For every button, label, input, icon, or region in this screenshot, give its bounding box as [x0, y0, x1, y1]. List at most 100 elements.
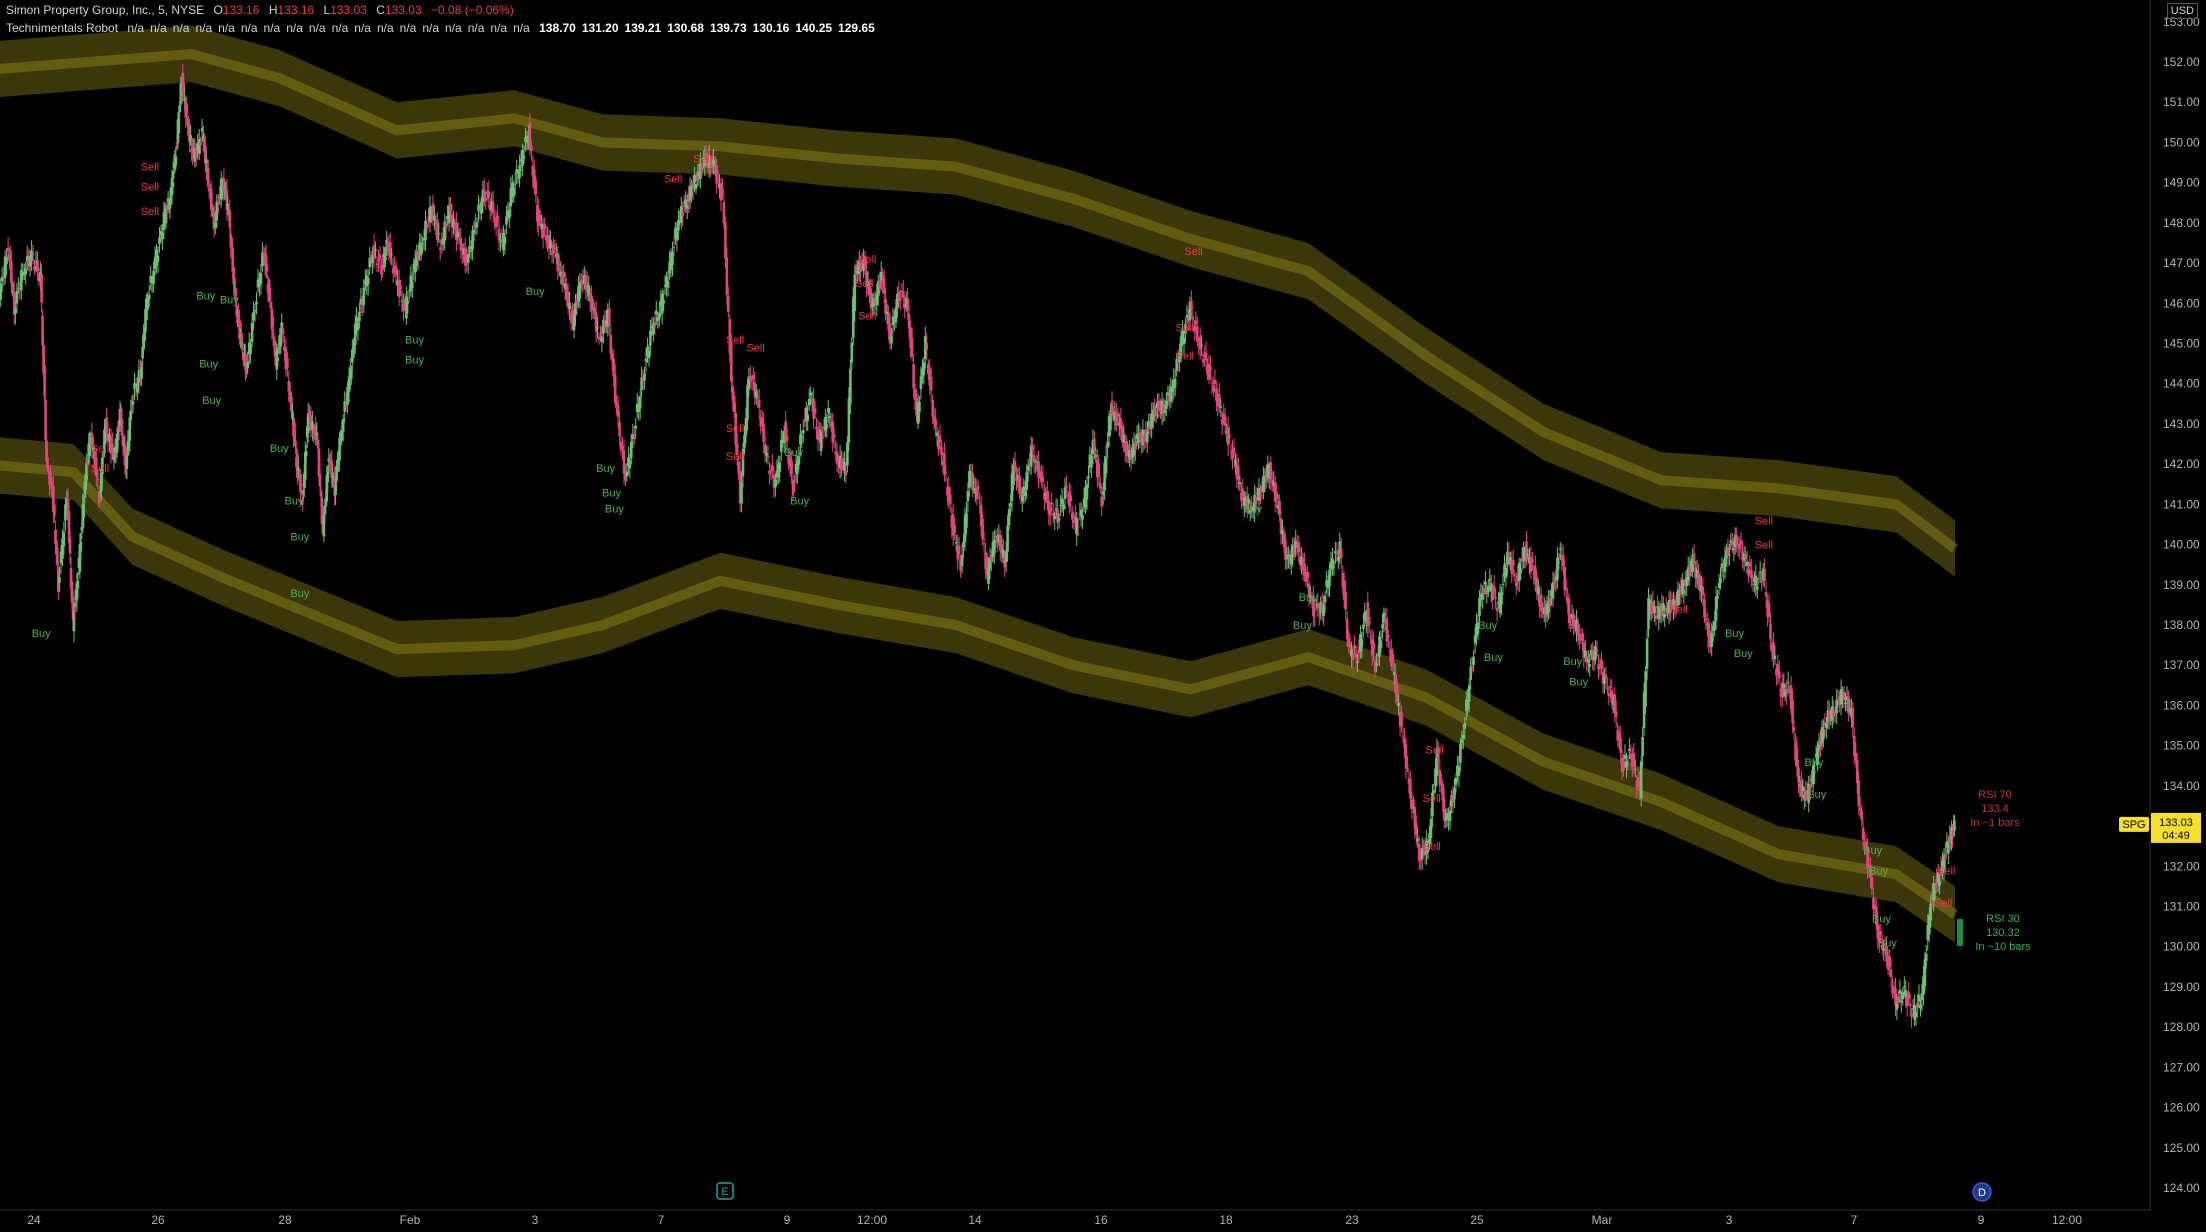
candle-body: [1466, 699, 1469, 710]
candle-body: [1476, 622, 1480, 635]
candle-body: [1864, 841, 1868, 847]
candle-body: [115, 433, 119, 453]
price-tick-label: 141.00: [2163, 497, 2200, 511]
candle-body: [368, 257, 371, 268]
candle-body: [1353, 646, 1356, 649]
price-tick-label: 136.00: [2163, 698, 2200, 712]
candle-body: [1159, 409, 1162, 412]
candle-body: [1056, 509, 1059, 523]
candle-body: [271, 316, 275, 327]
candle-body: [875, 294, 879, 306]
candle-body: [1473, 635, 1477, 644]
candle-body: [1268, 472, 1271, 479]
candle-body: [824, 417, 827, 432]
candle-body: [640, 377, 643, 391]
candle-body: [1495, 608, 1499, 612]
candle-body: [346, 386, 349, 405]
candle-body: [784, 421, 787, 441]
price-axis[interactable]: 153.00152.00151.00150.00149.00148.00147.…: [2149, 0, 2200, 1210]
candle-body: [1588, 664, 1591, 667]
candle-body: [133, 383, 136, 390]
candle-body: [737, 461, 740, 474]
candle-body: [1331, 558, 1334, 570]
sell-signal-label: Sell: [91, 443, 109, 455]
candle-body: [622, 450, 626, 474]
candle-body: [1370, 639, 1374, 656]
candle-body: [1143, 436, 1146, 442]
candle-body: [1869, 864, 1872, 879]
candle-body: [431, 203, 435, 221]
candle-body: [987, 567, 990, 584]
candle-body: [1103, 462, 1106, 491]
candle-body: [960, 555, 964, 566]
candle-body: [1234, 459, 1237, 468]
candle-body: [1169, 386, 1173, 402]
candle-body: [1848, 708, 1852, 710]
candle-body: [1003, 556, 1006, 568]
candle-body: [1357, 650, 1361, 654]
candle-body: [1454, 778, 1458, 785]
candle-body: [1535, 577, 1539, 593]
candle-body: [1625, 761, 1628, 768]
indicator-name[interactable]: Technimentals Robot: [6, 21, 119, 35]
candle-body: [80, 526, 84, 531]
sell-signal-label: Sell: [855, 278, 873, 290]
candle-body: [1310, 596, 1314, 599]
candle-body: [338, 437, 341, 461]
candle-body: [868, 285, 871, 296]
indicator-value: 129.65: [838, 21, 875, 35]
candle-body: [1636, 776, 1640, 783]
candle-body: [1442, 798, 1446, 820]
candle-body: [387, 245, 391, 253]
candle-body: [859, 261, 862, 273]
candle-body: [816, 430, 820, 441]
candle-body: [1581, 633, 1584, 641]
candle-body: [1645, 639, 1649, 669]
candle-body: [1880, 944, 1884, 950]
currency-label[interactable]: USD: [2166, 3, 2198, 19]
time-axis[interactable]: 24 26 28 Feb 3 7 9 12:00 14 16 18 23 25 Mar 3 7 9 12:00: [0, 1209, 2150, 1227]
candle-body: [1922, 976, 1925, 996]
candle-body: [1689, 560, 1693, 567]
last-price-box: [2151, 812, 2201, 843]
candle-body: [1651, 601, 1655, 608]
candle-body: [1953, 820, 1956, 831]
candle-body: [1166, 392, 1170, 395]
candle-body: [962, 541, 965, 547]
price-tick-label: 135.00: [2163, 739, 2200, 753]
candle-body: [1686, 567, 1690, 581]
candle-body: [468, 246, 471, 250]
candle-body: [1747, 569, 1750, 576]
candle-body: [1823, 722, 1827, 726]
candle-body: [1425, 840, 1428, 855]
candle-body: [306, 413, 310, 434]
candle-body: [1842, 691, 1846, 700]
candle-body: [304, 452, 307, 480]
candle-body: [909, 327, 912, 348]
candle-body: [96, 479, 100, 480]
candle-body: [111, 443, 114, 455]
candle-body: [436, 219, 439, 241]
candle-body: [1679, 585, 1683, 595]
candle-body: [296, 453, 299, 474]
candle-body: [549, 239, 552, 248]
candle-body: [1489, 583, 1493, 592]
candle-body: [440, 240, 443, 244]
candle-body: [1803, 794, 1806, 799]
candle-body: [1878, 933, 1881, 943]
candle-body: [1491, 590, 1494, 600]
candle-body: [1363, 611, 1367, 620]
candle-body: [1259, 495, 1262, 497]
candle-body: [450, 214, 454, 228]
candle-body: [685, 205, 689, 209]
candle-body: [1935, 879, 1938, 884]
candle-body: [1717, 583, 1721, 588]
candle-body: [165, 212, 169, 214]
candle-body: [59, 551, 63, 564]
candle-body: [218, 197, 222, 198]
candle-body: [1156, 401, 1159, 408]
symbol-title[interactable]: Simon Property Group, Inc., 5, NYSE: [6, 3, 205, 17]
ohlc-low: L133.03: [323, 3, 367, 17]
candle-body: [1187, 319, 1190, 321]
